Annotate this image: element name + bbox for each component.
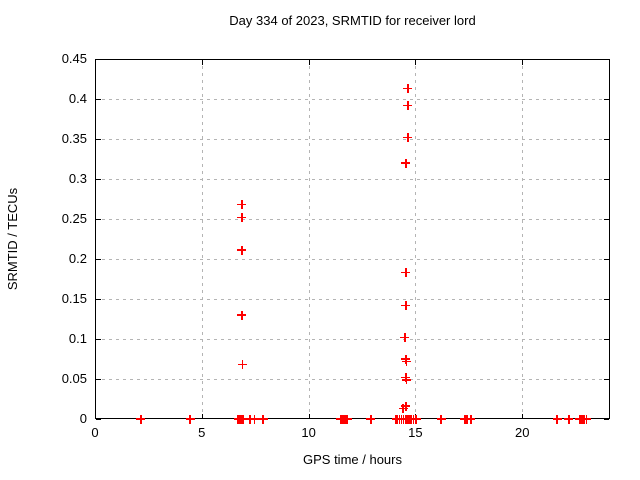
y-tick-mark [96,139,101,140]
x-tick-mark-top [415,60,417,65]
data-point [401,375,411,385]
data-point [401,158,411,168]
x-tick-label: 15 [408,425,423,440]
y-tick-label: 0.4 [68,91,87,106]
y-tick-label: 0.05 [61,371,87,386]
y-axis-label: SRMTID / TECUs [5,187,20,291]
data-point [411,414,421,424]
data-point [436,414,446,424]
x-axis-label: GPS time / hours [303,452,402,467]
data-point [249,414,259,424]
y-tick-mark [96,219,101,220]
gridline-horizontal [95,259,610,260]
y-tick-mark-right [604,379,609,380]
data-point [237,200,247,210]
y-tick-label: 0.45 [61,51,87,66]
y-tick-mark [96,59,101,60]
data-point [398,404,408,414]
data-point [366,414,376,424]
data-point [401,268,411,278]
data-point [401,401,411,411]
data-point [237,245,247,255]
data-point [237,212,247,222]
y-tick-mark [96,419,101,420]
data-point [258,414,268,424]
x-tick-mark-top [95,60,96,65]
y-tick-label: 0.1 [68,331,87,346]
x-tick-mark [308,414,310,419]
y-tick-mark-right [604,59,609,60]
y-tick-mark-right [604,179,609,180]
gridline-horizontal [95,219,610,220]
gridline-vertical [522,59,524,419]
x-tick-mark-top [522,60,524,65]
y-tick-mark [96,99,101,100]
plot-area [95,59,610,419]
data-point [400,332,410,342]
y-tick-mark [96,179,101,180]
gridline-horizontal [95,139,610,140]
data-point [185,414,195,424]
data-point [552,414,562,424]
data-point [581,414,591,424]
x-tick-label: 10 [301,425,316,440]
x-tick-mark-top [201,60,203,65]
x-tick-mark-top [308,60,310,65]
gridline-vertical [308,59,310,419]
x-tick-label: 0 [91,425,99,440]
x-tick-mark [201,414,203,419]
x-tick-label: 20 [514,425,530,440]
data-point [401,300,411,310]
y-tick-label: 0.2 [68,251,87,266]
y-tick-mark-right [604,99,609,100]
y-tick-mark-right [604,139,609,140]
gridline-vertical [201,59,203,419]
gridline-horizontal [95,339,610,340]
gridline-horizontal [95,179,610,180]
data-point [403,132,413,142]
y-tick-mark-right [604,419,609,420]
y-tick-label: 0.35 [61,131,87,146]
y-tick-mark-right [604,219,609,220]
data-point [342,414,352,424]
data-point [238,414,248,424]
gridline-horizontal [95,379,610,380]
y-tick-label: 0.3 [68,171,87,186]
y-tick-mark-right [604,259,609,260]
gridline-vertical [415,59,417,419]
data-point [136,414,146,424]
x-tick-mark [95,414,96,419]
y-tick-mark-right [604,299,609,300]
x-tick-label: 5 [198,425,206,440]
y-tick-mark [96,339,101,340]
data-point [403,84,413,94]
x-tick-mark [522,414,524,419]
chart-title: Day 334 of 2023, SRMTID for receiver lor… [229,13,476,28]
data-point [466,414,476,424]
data-point [237,310,247,320]
data-point [403,100,413,110]
gridline-horizontal [95,99,610,100]
y-tick-mark [96,259,101,260]
gridline-horizontal [95,299,610,300]
y-tick-mark [96,299,101,300]
data-point [401,356,411,366]
data-point [564,414,574,424]
data-point [237,360,247,370]
y-tick-label: 0.15 [61,291,87,306]
y-tick-label: 0.25 [61,211,87,226]
y-tick-mark-right [604,339,609,340]
y-tick-mark [96,379,101,380]
y-tick-label: 0 [79,411,87,426]
